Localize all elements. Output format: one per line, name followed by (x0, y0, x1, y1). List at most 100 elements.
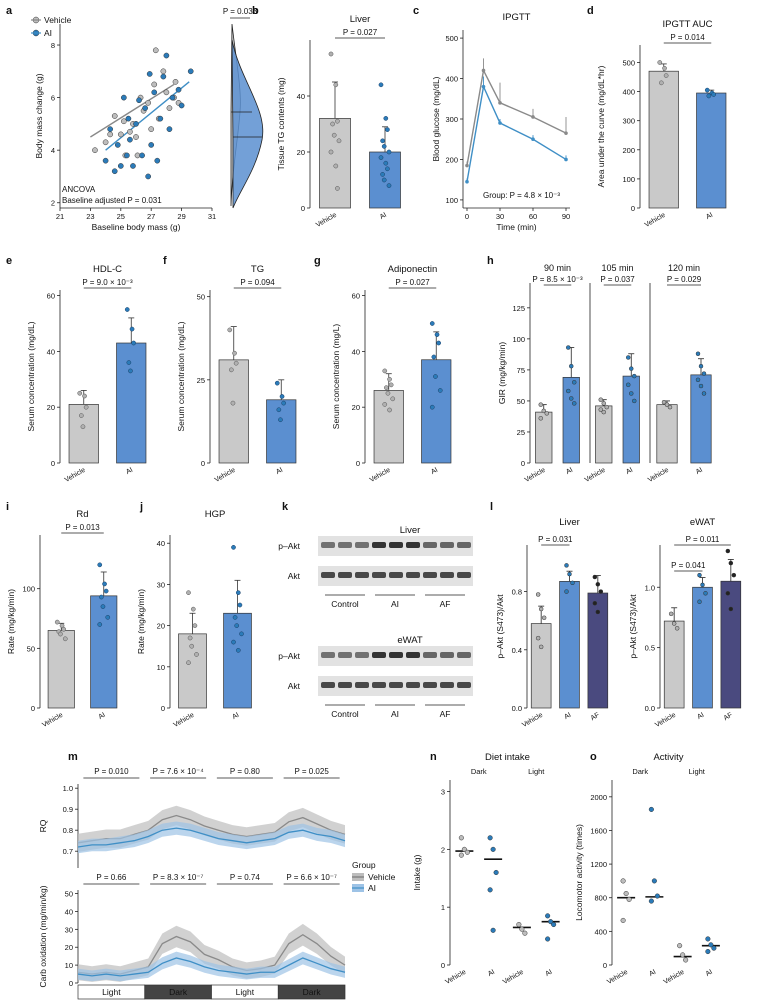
data-point (572, 401, 577, 406)
blot-band (423, 572, 437, 578)
data-point (683, 957, 689, 963)
data-point (129, 326, 135, 332)
y-tick-label: 300 (445, 115, 458, 124)
y-axis-label: p–Akt (S473)/Akt (628, 594, 638, 659)
data-point (531, 137, 535, 142)
bar (562, 376, 580, 464)
y-tick-label: 200 (622, 146, 635, 155)
y-tick-label: 0 (441, 961, 445, 970)
data-point (632, 398, 637, 404)
panel-a-scatter: 21 23 25 27 29 31 2 4 6 8 Baseline body mass (g) Bo… (31, 7, 264, 232)
y-tick-label: 1 (441, 903, 445, 912)
data-point (564, 131, 568, 135)
y-tick-label: 0.8 (512, 588, 522, 597)
y-tick-label: 400 (622, 88, 635, 97)
data-point (335, 186, 340, 191)
data-point (380, 138, 385, 144)
legend-label-ai: AI (368, 883, 376, 893)
y-tick-label: 20 (297, 148, 305, 157)
phase-label: Dark (169, 987, 188, 997)
data-point (545, 936, 551, 942)
data-point (384, 385, 389, 391)
panel-k-western-blot: Liver p–Akt Akt Control AI AF eWAT p–Akt Akt Cont… (278, 525, 473, 719)
x-tick-label: AI (430, 467, 439, 476)
data-point (564, 563, 569, 568)
blot-band (321, 652, 335, 658)
x-tick-label: 0 (465, 212, 469, 221)
data-point (701, 371, 707, 376)
comparison-p-value: P = 0.014 (670, 33, 705, 42)
y-tick-label: 800 (594, 894, 607, 903)
chart-title: Activity (653, 752, 683, 763)
data-point (103, 588, 109, 594)
density-ai (231, 39, 264, 209)
series-line-ai (77, 827, 346, 848)
data-point (148, 126, 155, 132)
y-tick-label: 0 (356, 459, 360, 468)
data-point (189, 643, 195, 649)
series-line-ai (466, 84, 567, 182)
data-point (154, 157, 161, 164)
data-point (178, 102, 185, 109)
data-point (566, 388, 571, 394)
bar (720, 580, 742, 709)
y-tick-label: 0.5 (645, 644, 655, 653)
data-point (564, 157, 568, 162)
x-tick-label: Vehicle (644, 212, 667, 229)
series-line-vehicle (466, 68, 567, 166)
y-tick-label: 20 (157, 622, 165, 631)
data-point (58, 631, 63, 637)
bar (319, 118, 351, 209)
data-point (107, 131, 114, 138)
y-tick-label: 0 (69, 979, 73, 988)
data-point (125, 115, 132, 122)
data-point (234, 623, 240, 628)
data-point (592, 574, 598, 580)
blot-band (355, 652, 369, 658)
y-tick-label: 2000 (590, 793, 607, 802)
data-point (464, 849, 470, 855)
data-point (107, 126, 114, 132)
y-tick-label: 0 (31, 704, 35, 713)
y-tick-label: 6 (51, 94, 55, 103)
density-p-value: P = 0.038 (223, 7, 258, 16)
y-tick-label: 125 (512, 304, 525, 313)
y-tick-label: 60 (47, 292, 55, 301)
data-point (151, 81, 158, 88)
y-tick-label: 500 (622, 58, 635, 67)
blot-group-label: Control (331, 599, 359, 609)
y-axis-label: Intake (g) (412, 854, 422, 890)
data-point (186, 590, 191, 596)
data-point (54, 619, 60, 625)
data-point (519, 926, 525, 932)
group-label: Light (689, 767, 706, 776)
panel-h-bar: GIR (mg/kg/min) 0 25 50 75 100 125 90 min Vehicl… (497, 263, 712, 484)
phase-label: Dark (303, 987, 322, 997)
data-point (387, 376, 392, 382)
data-point (229, 367, 234, 373)
data-point (187, 635, 193, 641)
panel-label-l: l (490, 501, 493, 513)
data-point (498, 101, 502, 105)
data-point (239, 631, 244, 637)
y-tick-label: 75 (517, 366, 525, 375)
data-point (99, 594, 104, 600)
data-point (458, 852, 464, 858)
panel-c-line: IPGTT 100 200 300 400 500 0 30 60 90 Time (min) Blo… (431, 12, 570, 232)
data-point (668, 611, 674, 617)
group-label: Dark (632, 767, 648, 776)
data-point (648, 898, 654, 904)
data-point (659, 80, 664, 86)
panel-n-dotplot: 0 1 2 3 Intake (g) Diet intake Dark Light Vehicl… (412, 752, 560, 986)
data-point (544, 411, 549, 416)
data-point (465, 163, 469, 168)
y-tick-label: 2 (441, 845, 445, 854)
data-point (131, 340, 136, 346)
x-axis-label: Time (min) (496, 222, 536, 232)
y-axis-label: Serum concentration (mg/dL) (176, 321, 186, 431)
blot-band (372, 682, 386, 688)
data-point (598, 397, 603, 402)
x-tick-label: Vehicle (214, 467, 237, 484)
x-tick-label: AF (590, 712, 601, 723)
comparison-p-value: P = 0.011 (686, 535, 720, 544)
